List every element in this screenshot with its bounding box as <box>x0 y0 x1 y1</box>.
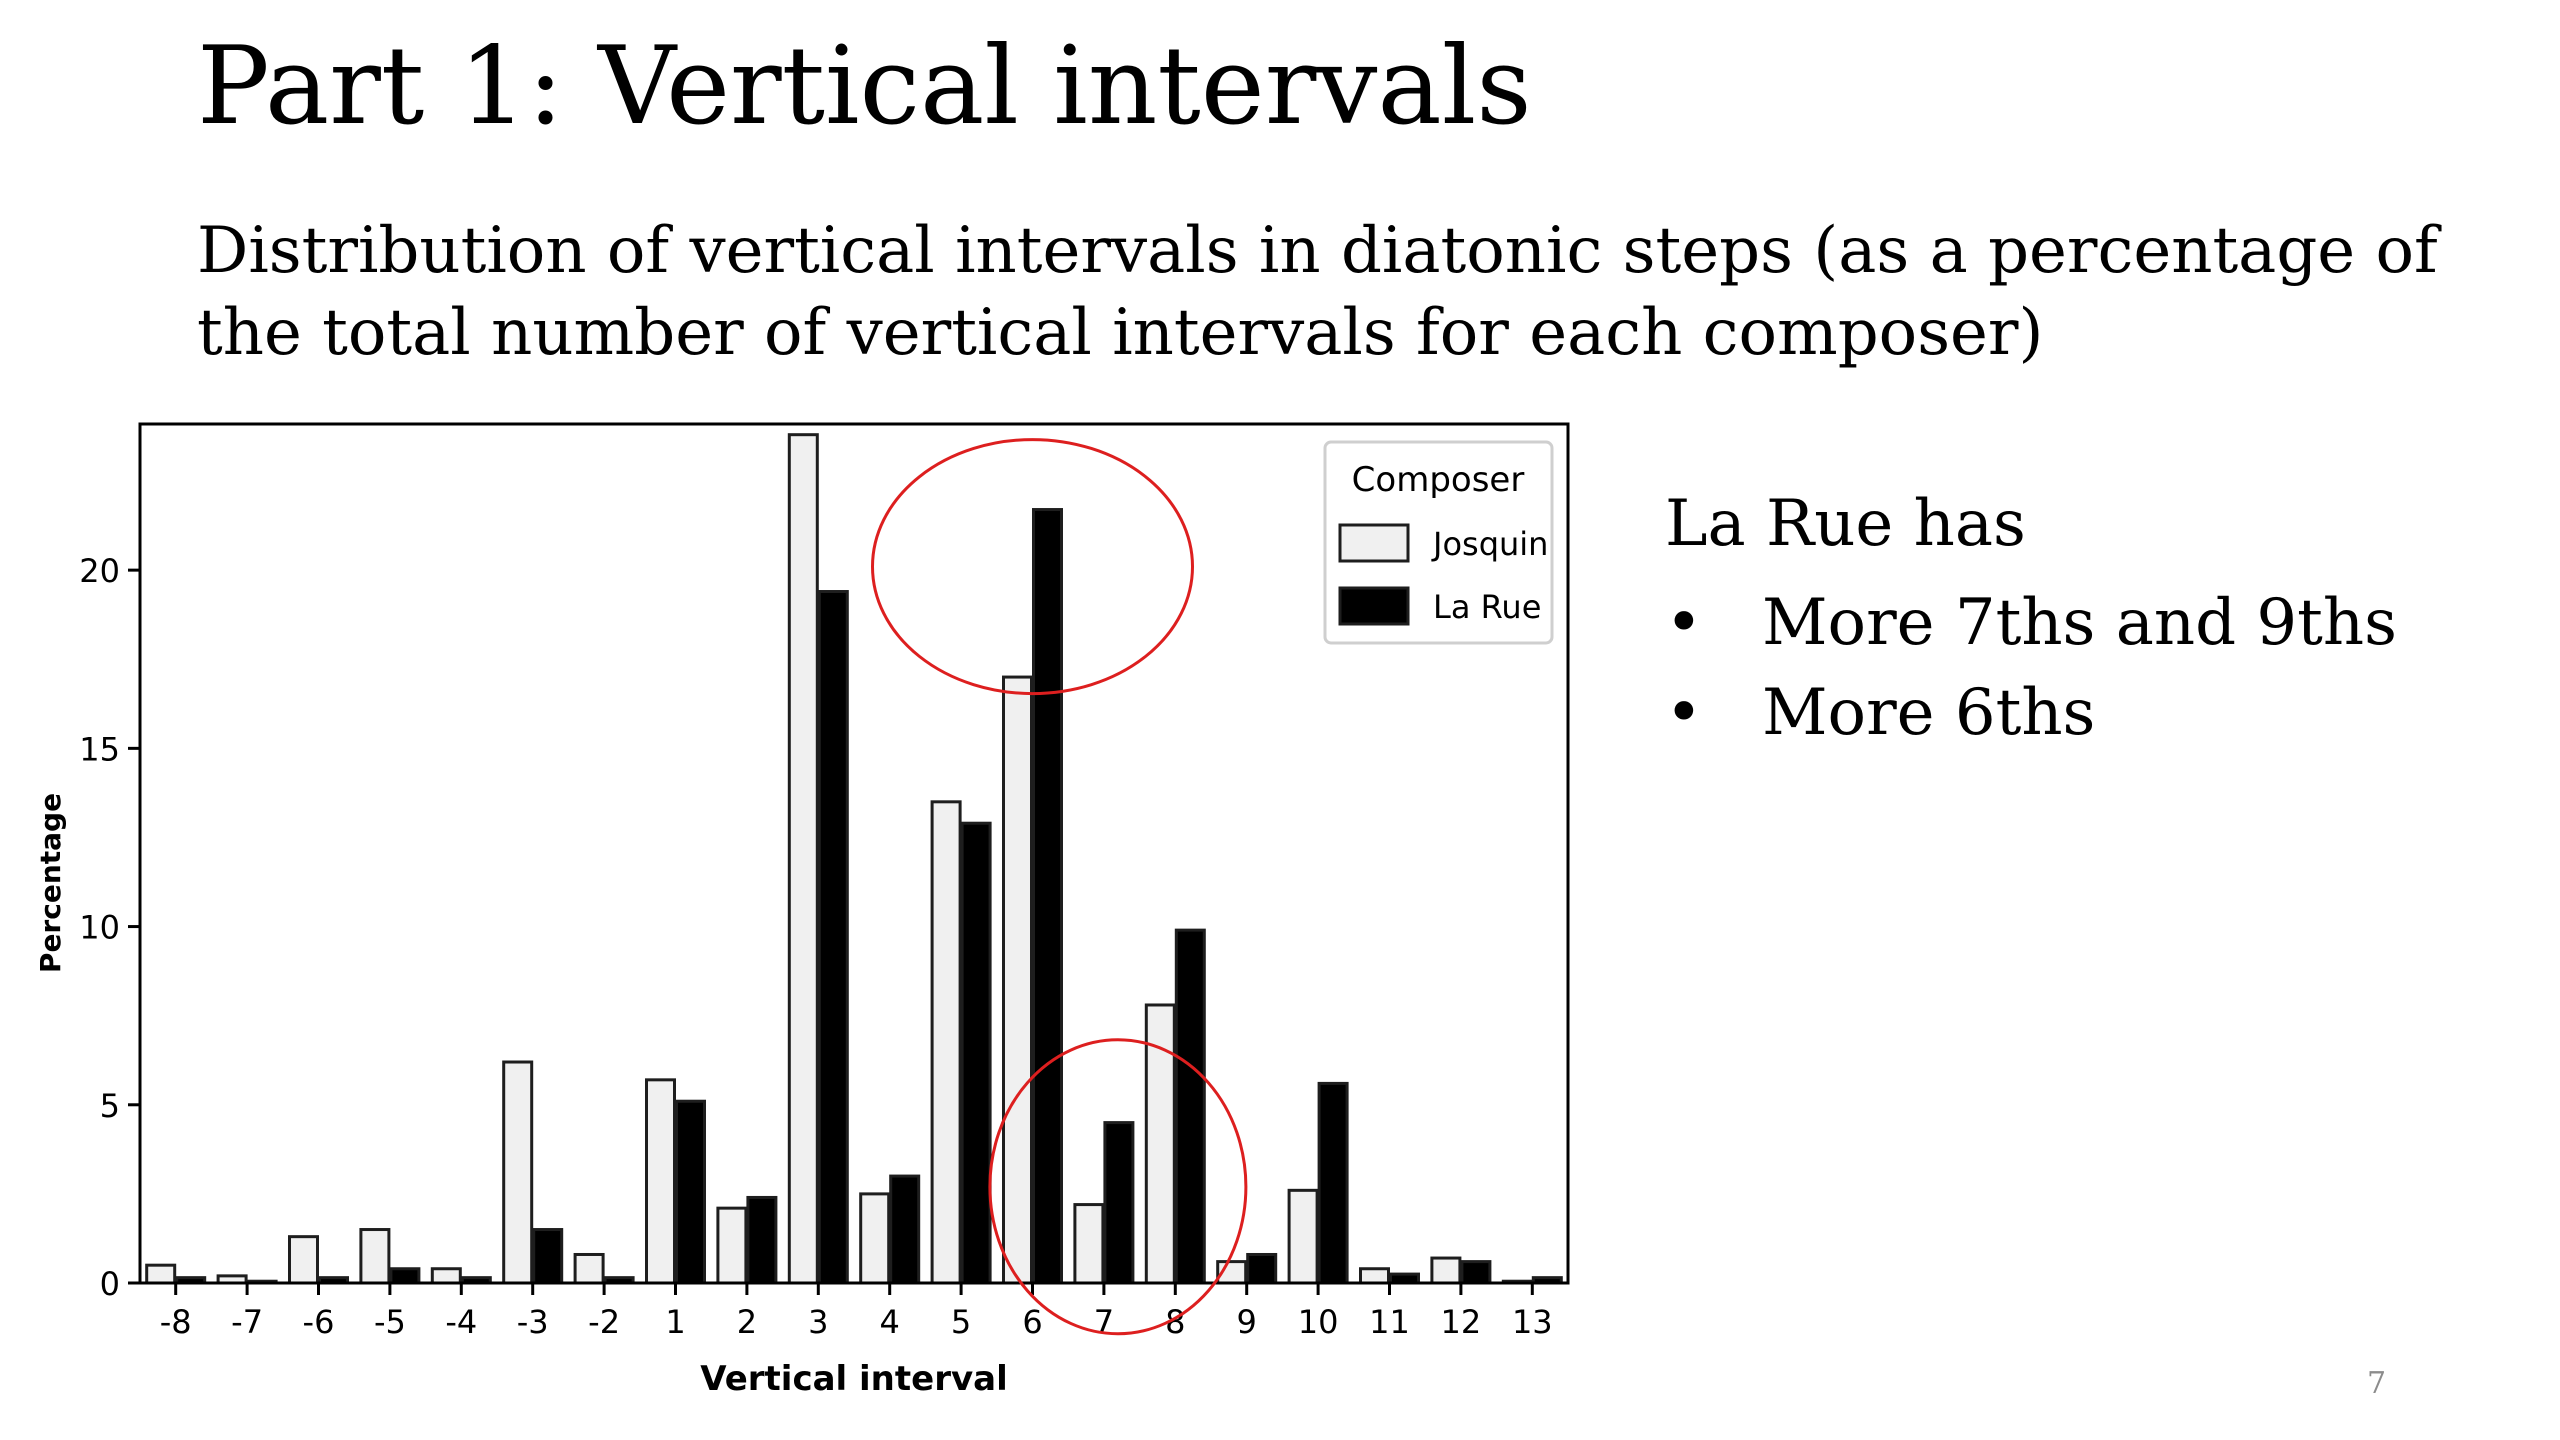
x-tick-label: 2 <box>737 1303 757 1341</box>
side-note-text: More 6ths <box>1762 676 2096 750</box>
slide-subtitle: Distribution of vertical intervals in di… <box>197 214 2438 370</box>
side-note-item: • More 6ths <box>1665 668 2545 758</box>
bar-josquin-7 <box>1073 1203 1105 1285</box>
x-tick-label: 13 <box>1512 1303 1553 1341</box>
bar-la-rue-3 <box>817 590 849 1285</box>
x-tick-label: 11 <box>1369 1303 1410 1341</box>
bar-la-rue-6 <box>1032 508 1063 1285</box>
bullet-glyph: • <box>1665 676 1703 750</box>
x-tick-label: 5 <box>951 1303 971 1341</box>
side-note-item: • More 7ths and 9ths <box>1665 578 2545 668</box>
side-note-text: More 7ths and 9ths <box>1762 586 2397 660</box>
bar-josquin-2 <box>716 1206 748 1285</box>
x-tick-label: 6 <box>1022 1303 1042 1341</box>
legend-label-la-rue: La Rue <box>1433 588 1541 626</box>
bullet-glyph: • <box>1665 586 1703 660</box>
x-tick-label: -5 <box>374 1303 406 1341</box>
bar-la-rue--5 <box>389 1267 421 1285</box>
y-tick-label: 0 <box>100 1265 120 1303</box>
bar-josquin-4 <box>859 1192 891 1285</box>
annotations-layer <box>871 438 1248 1336</box>
x-tick-label: -3 <box>517 1303 549 1341</box>
y-axis-label: Percentage <box>34 793 67 973</box>
x-tick-label: -4 <box>445 1303 477 1341</box>
bar-la-rue-5 <box>960 821 992 1285</box>
bar-la-rue-8 <box>1174 928 1206 1285</box>
bar-josquin--8 <box>145 1263 177 1285</box>
x-axis-ticks: -8 -7 -6 -5 -4 -3 -2 1 2 3 4 5 6 7 8 9 10 11 12 13 <box>160 1283 1553 1341</box>
y-tick-label: 20 <box>79 552 120 590</box>
bar-josquin-10 <box>1287 1188 1319 1285</box>
bar-la-rue-2 <box>746 1195 778 1285</box>
bar-josquin--2 <box>573 1252 605 1285</box>
bar-josquin--3 <box>502 1060 534 1285</box>
legend: Composer Josquin La Rue <box>1323 440 1554 645</box>
x-tick-label: -8 <box>160 1303 192 1341</box>
bar-la-rue-4 <box>889 1174 921 1285</box>
bar-josquin-3 <box>787 433 819 1285</box>
x-tick-label: 9 <box>1237 1303 1257 1341</box>
bar-josquin--6 <box>288 1235 319 1285</box>
legend-swatch-josquin <box>1338 523 1410 563</box>
x-tick-label: -2 <box>588 1303 620 1341</box>
bar-la-rue-1 <box>675 1099 706 1285</box>
plot-frame <box>138 422 1570 1285</box>
bar-la-rue-12 <box>1460 1260 1492 1285</box>
y-tick-label: 10 <box>79 909 120 947</box>
bar-josquin-12 <box>1430 1256 1462 1285</box>
legend-label-josquin: Josquin <box>1431 525 1548 563</box>
bar-josquin--5 <box>359 1228 391 1285</box>
y-tick-label: 5 <box>100 1087 120 1125</box>
annotation-circle-6ths <box>871 438 1194 696</box>
bar-josquin-11 <box>1359 1267 1390 1285</box>
y-tick-label: 15 <box>79 730 120 768</box>
side-note: La Rue has • More 7ths and 9ths • More 6… <box>1665 480 2545 758</box>
x-tick-label: 3 <box>808 1303 828 1341</box>
bar-la-rue-9 <box>1246 1252 1278 1285</box>
side-note-lead: La Rue has <box>1665 487 2026 561</box>
legend-title: Composer <box>1352 460 1525 500</box>
x-tick-label: 10 <box>1298 1303 1339 1341</box>
bar-la-rue-10 <box>1317 1081 1349 1285</box>
x-axis-label: Vertical interval <box>700 1359 1007 1399</box>
bar-josquin-6 <box>1002 675 1033 1285</box>
bar-josquin--4 <box>430 1267 462 1285</box>
slide-title: Part 1: Vertical intervals <box>197 24 1532 149</box>
page-number: 7 <box>2367 1366 2387 1401</box>
bar-la-rue-7 <box>1103 1121 1135 1285</box>
annotation-circle-7ths <box>988 1038 1248 1336</box>
y-axis-ticks: 0 5 10 15 20 <box>79 552 140 1303</box>
legend-swatch-la-rue <box>1338 586 1410 626</box>
x-tick-label: -7 <box>231 1303 263 1341</box>
x-tick-label: 7 <box>1094 1303 1114 1341</box>
x-tick-label: 12 <box>1441 1303 1482 1341</box>
x-tick-label: -6 <box>303 1303 335 1341</box>
x-tick-label: 1 <box>665 1303 685 1341</box>
x-tick-label: 4 <box>880 1303 900 1341</box>
bar-la-rue--3 <box>532 1228 564 1285</box>
x-tick-label: 8 <box>1165 1303 1185 1341</box>
bar-josquin-5 <box>930 800 962 1285</box>
side-note-list: • More 7ths and 9ths • More 6ths <box>1665 578 2545 758</box>
bar-josquin-1 <box>645 1078 676 1285</box>
